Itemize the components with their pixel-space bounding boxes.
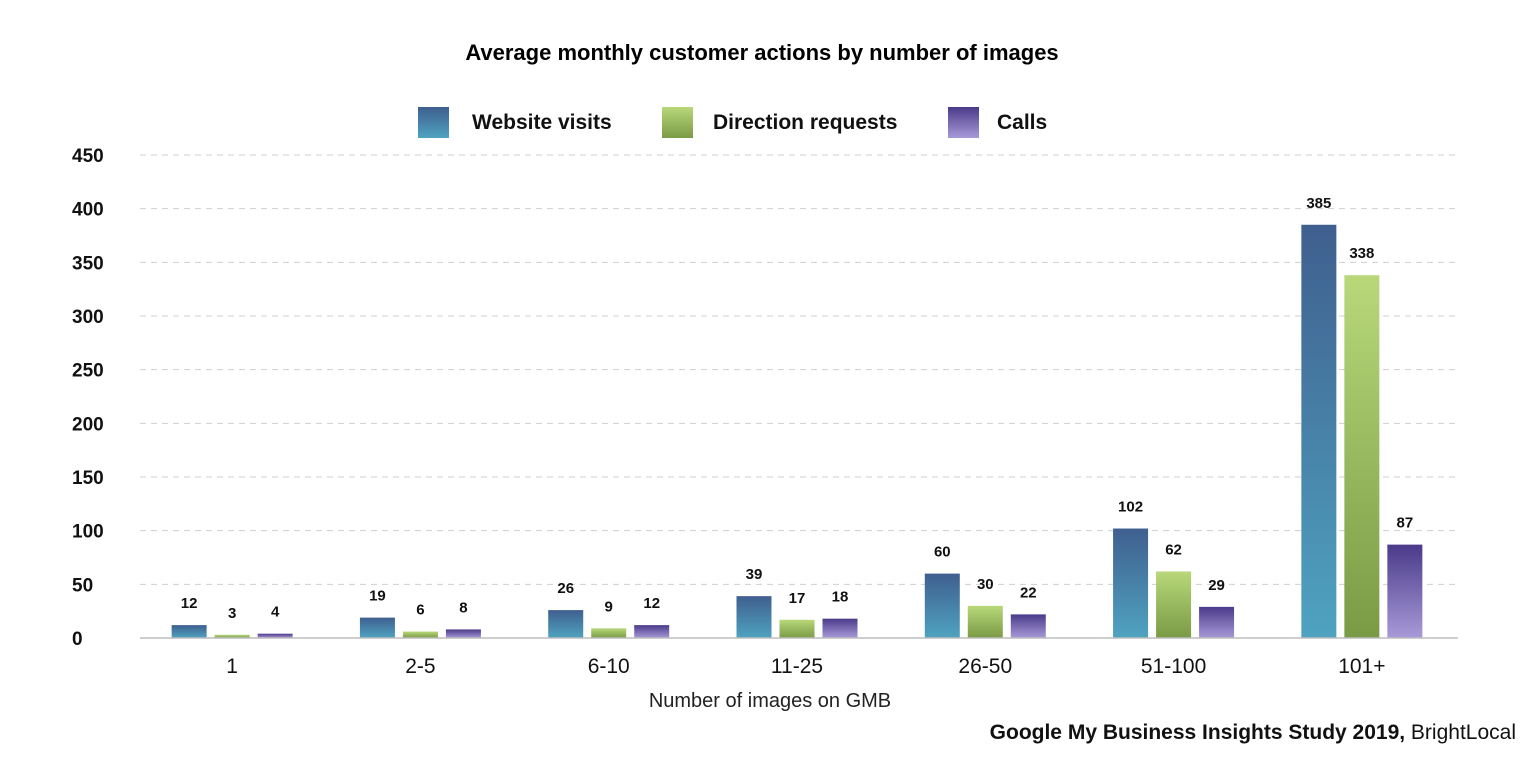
- y-tick-label: 100: [72, 522, 104, 543]
- data-label: 62: [1165, 541, 1182, 558]
- legend-label-3: Calls: [997, 111, 1047, 134]
- data-label: 8: [459, 599, 467, 616]
- bar-direction-requests-101+: [1344, 275, 1380, 638]
- data-label: 60: [934, 544, 951, 561]
- data-label: 12: [643, 595, 660, 612]
- bar-website-visits-11-25: [736, 596, 772, 638]
- y-tick-label: 200: [72, 414, 104, 435]
- legend-swatch-1: [418, 107, 449, 138]
- data-label: 18: [832, 589, 849, 606]
- data-label: 338: [1349, 245, 1374, 262]
- legend: Website visits Direction requests Calls: [418, 107, 1047, 138]
- bar-calls-2-5: [445, 629, 481, 638]
- bar-direction-requests-11-25: [779, 619, 815, 638]
- data-label: 12: [181, 595, 198, 612]
- bar-website-visits-1: [171, 625, 207, 638]
- x-tick-label: 6-10: [588, 655, 630, 678]
- bar-direction-requests-1: [214, 634, 250, 638]
- bar-calls-51-100: [1199, 606, 1235, 638]
- x-tick-label: 51-100: [1141, 655, 1206, 678]
- data-label: 4: [271, 604, 280, 621]
- bar-website-visits-26-50: [924, 573, 960, 638]
- data-label: 385: [1306, 195, 1331, 212]
- bar-direction-requests-6-10: [591, 628, 627, 638]
- y-tick-label: 350: [72, 253, 104, 274]
- bar-website-visits-2-5: [359, 617, 395, 638]
- source-bold: Google My Business Insights Study 2019,: [990, 721, 1405, 744]
- data-label: 39: [746, 566, 763, 583]
- data-label: 6: [416, 602, 424, 619]
- x-tick-label: 2-5: [405, 655, 435, 678]
- y-axis: 0 50 100 150 200 250 300 350 400 450: [72, 146, 104, 650]
- x-tick-label: 26-50: [958, 655, 1012, 678]
- x-axis-label: Number of images on GMB: [649, 690, 891, 712]
- bar-calls-1: [257, 633, 293, 638]
- bar-direction-requests-2-5: [402, 631, 438, 638]
- bar-website-visits-6-10: [548, 610, 584, 638]
- chart-title: Average monthly customer actions by numb…: [465, 40, 1058, 65]
- data-label: 30: [977, 576, 994, 593]
- legend-swatch-2: [662, 107, 693, 138]
- data-labels: 12 3 4 19 6 8 26 9 12 39 17 18 60 30 22 102 62 29 385 338 87: [181, 195, 1413, 622]
- y-tick-label: 250: [72, 361, 104, 382]
- bar-calls-101+: [1387, 544, 1423, 638]
- data-label: 9: [605, 598, 613, 615]
- y-tick-label: 450: [72, 146, 104, 167]
- legend-label-1: Website visits: [472, 111, 612, 134]
- data-label: 29: [1208, 577, 1225, 594]
- data-label: 17: [789, 590, 806, 607]
- x-axis: 1 2-5 6-10 11-25 26-50 51-100 101+: [140, 637, 1458, 678]
- bar-direction-requests-51-100: [1156, 571, 1192, 638]
- bar-calls-11-25: [822, 618, 858, 638]
- bar-website-visits-51-100: [1113, 528, 1149, 638]
- gridlines: [140, 154, 1458, 585]
- x-tick-label: 11-25: [771, 655, 823, 678]
- data-label: 22: [1020, 584, 1037, 601]
- data-label: 3: [228, 605, 236, 622]
- data-label: 87: [1397, 515, 1414, 532]
- x-tick-label: 101+: [1338, 655, 1385, 678]
- y-tick-label: 50: [72, 575, 93, 596]
- source-text: BrightLocal: [1405, 721, 1516, 744]
- data-label: 19: [369, 588, 386, 605]
- source-caption: Google My Business Insights Study 2019, …: [990, 721, 1516, 744]
- y-tick-label: 0: [72, 629, 83, 650]
- x-tick-label: 1: [226, 655, 238, 678]
- legend-label-2: Direction requests: [713, 111, 897, 134]
- bar-calls-6-10: [634, 625, 670, 638]
- data-label: 102: [1118, 499, 1143, 516]
- y-tick-label: 150: [72, 468, 104, 489]
- y-tick-label: 400: [72, 200, 104, 221]
- y-tick-label: 300: [72, 307, 104, 328]
- bar-direction-requests-26-50: [967, 605, 1003, 638]
- bars: [171, 224, 1423, 638]
- legend-swatch-3: [948, 107, 979, 138]
- bar-website-visits-101+: [1301, 224, 1337, 638]
- bar-calls-26-50: [1010, 614, 1046, 638]
- data-label: 26: [557, 580, 574, 597]
